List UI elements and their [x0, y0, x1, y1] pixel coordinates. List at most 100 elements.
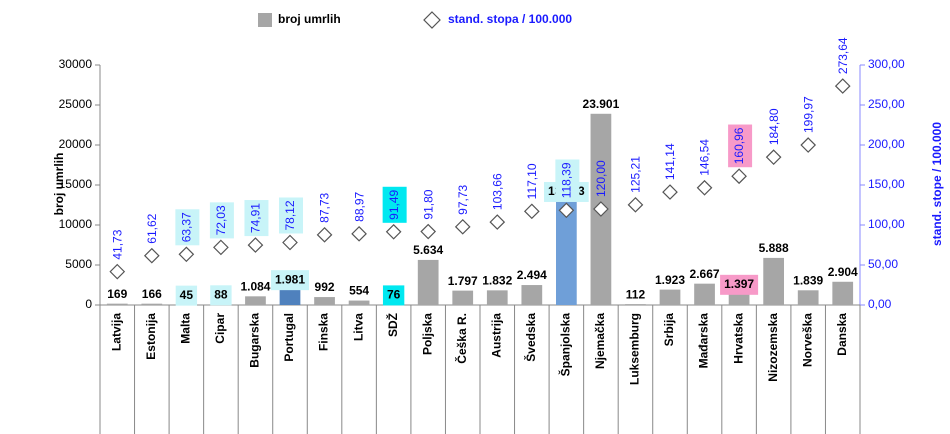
bar-label: 5.634: [413, 243, 443, 257]
rate-label-group: 141,14: [663, 143, 677, 180]
y2-tick-label: 0,00: [868, 297, 892, 311]
rate-label: 87,73: [318, 192, 332, 222]
rate-label-group: 41,73: [110, 229, 124, 259]
bar: [314, 297, 335, 305]
y-tick-label: 10000: [59, 217, 93, 231]
bar-label: 2.494: [517, 268, 547, 282]
x-tick-label: Finska: [317, 313, 331, 351]
bar: [348, 300, 370, 305]
bar-label-group: 23.901: [583, 97, 620, 111]
rate-marker: [143, 247, 160, 264]
bar-label: 1.084: [240, 279, 270, 293]
y-tick-label: 30000: [59, 57, 93, 71]
y2-axis-title: stand. stope / 100.000: [930, 122, 944, 246]
legend-marker: [423, 11, 441, 29]
y2-tick-label: 50,00: [868, 257, 898, 271]
bar: [452, 290, 474, 305]
rate-label: 97,73: [456, 184, 470, 214]
y-tick-label: 0: [85, 297, 92, 311]
x-tick-label: Estonija: [144, 313, 158, 360]
bar-label: 992: [315, 280, 335, 294]
x-tick-label: Srbija: [662, 313, 676, 347]
x-tick-label: Švedska: [523, 313, 538, 362]
rate-label-group: 61,62: [145, 213, 159, 243]
rate-label: 118,39: [560, 162, 574, 198]
legend-swatch: [258, 13, 272, 27]
rate-label-group: 74,91: [244, 200, 269, 237]
y-tick-label: 25000: [59, 97, 93, 111]
rate-marker: [178, 246, 195, 263]
label-highlight: [209, 202, 234, 239]
label-highlight: [720, 274, 759, 295]
bar-label: 1.397: [724, 277, 754, 291]
x-tick-label: SDŽ: [385, 313, 400, 337]
rate-label-group: 97,73: [456, 184, 470, 214]
label-highlight: [555, 159, 580, 202]
x-tick-label: Danska: [835, 313, 849, 356]
rate-label: 78,12: [283, 200, 297, 230]
bar-label-group: 992: [315, 280, 335, 294]
bar-label: 1.797: [448, 274, 478, 288]
bar-label-group: 45: [175, 285, 198, 306]
rate-label-group: 78,12: [279, 197, 303, 234]
x-tick-label: Austrija: [489, 313, 503, 358]
rate-label: 91,49: [387, 189, 401, 219]
x-tick-label: Hrvatska: [731, 313, 745, 364]
bar: [279, 289, 301, 305]
rate-label: 41,73: [110, 229, 124, 259]
x-tick-label: Nizozemska: [766, 313, 780, 382]
bar-label: 2.904: [828, 265, 858, 279]
bar: [417, 259, 439, 305]
rate-marker: [420, 223, 437, 240]
bar-label-group: 2.667: [690, 267, 720, 281]
label-highlight: [279, 197, 303, 234]
bar-label: 5.888: [759, 241, 789, 255]
bar-label-group: 1.797: [448, 274, 478, 288]
bar-label-group: 88: [210, 285, 232, 306]
rate-label-group: 184,80: [767, 108, 781, 145]
bar: [106, 303, 128, 305]
bar-label-group: 112: [626, 287, 646, 301]
rate-label: 63,37: [180, 212, 194, 242]
bar-label: 2.667: [690, 267, 720, 281]
rate-marker: [800, 137, 817, 153]
rate-label: 273,64: [836, 37, 850, 74]
y-tick-label: 5000: [65, 257, 92, 271]
label-highlight: [244, 200, 269, 237]
bar-label: 166: [142, 287, 162, 301]
bar-label: 554: [349, 284, 369, 298]
bar-label: 1.839: [793, 273, 823, 287]
rate-label-group: 91,80: [421, 189, 435, 219]
bar-label: 1.923: [655, 273, 685, 287]
bar: [728, 293, 750, 305]
label-highlight: [728, 124, 753, 168]
bar-label: 1.832: [482, 274, 512, 288]
x-tick-label: Portugal: [282, 313, 296, 362]
legend-label: broj umrlih: [278, 12, 341, 26]
x-tick-label: Španjolska: [558, 313, 573, 377]
label-highlight: [210, 285, 232, 306]
x-tick-label: Norveška: [800, 313, 814, 367]
rate-marker: [316, 226, 333, 243]
bar: [625, 304, 646, 305]
bar-label-group: 1.832: [482, 274, 512, 288]
rate-label: 141,14: [663, 143, 677, 180]
y2-tick-label: 200,00: [868, 137, 905, 151]
x-tick-label: Malta: [179, 313, 193, 344]
rate-marker: [731, 168, 747, 185]
rate-label-group: 118,39: [555, 159, 580, 202]
x-tick-label: Bugarska: [248, 313, 262, 368]
x-tick-label: Češka R.: [454, 313, 469, 364]
bar-label: 1.981: [275, 272, 305, 286]
rate-label: 74,91: [249, 203, 263, 233]
rate-label-group: 199,97: [801, 96, 815, 133]
rate-label: 199,97: [801, 96, 815, 133]
rate-label: 125,21: [629, 156, 643, 193]
x-tick-label: Mađarska: [697, 313, 711, 369]
bar-label-group: 76: [382, 285, 405, 306]
bar-label: 76: [387, 288, 401, 302]
bar: [763, 257, 784, 305]
bar: [832, 281, 854, 305]
rate-label-group: 72,03: [209, 202, 234, 239]
label-highlight: [175, 285, 198, 306]
